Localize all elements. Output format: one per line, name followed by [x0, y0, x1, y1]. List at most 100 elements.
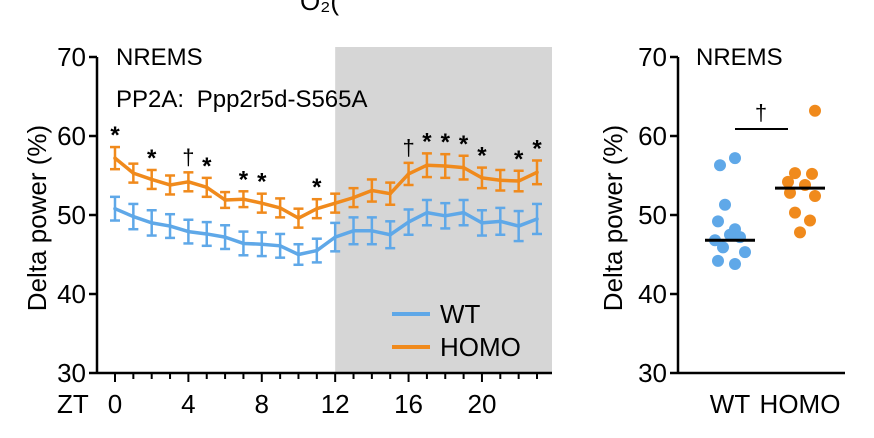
- error-bar-wt: [128, 202, 139, 231]
- data-point-homo: [315, 206, 319, 211]
- legend-label-homo: HOMO: [440, 332, 521, 362]
- error-bar-homo: [366, 178, 377, 203]
- error-bar-wt: [366, 216, 377, 246]
- data-point-homo: [131, 171, 136, 175]
- data-point-homo: [535, 170, 539, 175]
- data-point-wt: [241, 241, 246, 246]
- scatter-point-homo: [782, 175, 794, 188]
- x-tick-label: 12: [321, 389, 350, 419]
- significance-mark: *: [441, 129, 451, 156]
- scatter-point-wt: [729, 152, 741, 165]
- x-tick-label: 16: [394, 389, 423, 419]
- error-bar-wt: [165, 212, 176, 240]
- significance-mark: *: [422, 128, 432, 155]
- scatter-y-tick-label: 30: [638, 358, 667, 388]
- error-bar-wt: [201, 220, 212, 248]
- y-axis-title: Delta power (%): [22, 125, 52, 311]
- scatter-point-wt: [739, 246, 751, 259]
- significance-marks: * * † * * * * † * * * * * *: [110, 122, 542, 201]
- scatter-point-homo: [794, 226, 806, 239]
- error-bar-wt: [458, 198, 469, 227]
- data-point-homo: [498, 178, 503, 183]
- significance-mark: *: [257, 169, 267, 196]
- scatter-point-wt: [729, 257, 741, 270]
- significance-mark: *: [459, 131, 469, 158]
- line-chart-axes: 30 40 50 60 70 0 4 8 12 16 20: [57, 42, 552, 419]
- scatter-panel-title: NREMS: [696, 44, 783, 71]
- data-point-homo: [425, 163, 429, 168]
- data-point-wt: [131, 214, 136, 219]
- scatter-y-axis-title: Delta power (%): [598, 125, 628, 311]
- data-point-homo: [333, 201, 337, 205]
- error-bar-homo: [403, 161, 414, 187]
- error-bar-wt: [385, 220, 396, 250]
- data-point-wt: [480, 221, 484, 225]
- y-tick-label: 40: [57, 279, 86, 309]
- significance-mark: *: [312, 174, 322, 201]
- data-point-wt: [498, 219, 503, 224]
- data-point-wt: [333, 235, 337, 239]
- subtitle: PP2A: Ppp2r5d-S565A: [116, 86, 368, 113]
- data-point-homo: [149, 177, 154, 182]
- error-bar-wt: [440, 201, 451, 230]
- error-bar-homo: [293, 207, 304, 229]
- series-line-wt: [114, 207, 538, 257]
- error-bar-wt: [421, 198, 432, 227]
- scatter-point-homo: [806, 167, 818, 180]
- error-bar-homo: [458, 154, 469, 181]
- scatter-y-tick-label: 60: [638, 121, 667, 151]
- error-bar-homo: [348, 186, 359, 209]
- significance-mark: *: [110, 122, 120, 149]
- x-axis-title: ZT: [57, 389, 89, 419]
- error-bar-wt: [275, 232, 286, 259]
- error-bar-wt: [256, 231, 267, 258]
- x-tick-label: 4: [181, 389, 195, 419]
- error-bar-wt: [403, 208, 414, 236]
- error-bar-wt: [348, 216, 359, 246]
- data-point-wt: [406, 220, 411, 224]
- error-bar-homo: [311, 197, 322, 220]
- clipped-header-text: O₂(: [300, 0, 339, 16]
- data-point-wt: [168, 224, 172, 228]
- error-bar-homo: [476, 166, 487, 190]
- data-point-homo: [370, 188, 374, 193]
- error-bar-homo: [495, 168, 506, 192]
- data-point-wt: [516, 224, 521, 228]
- error-bar-wt: [293, 242, 304, 267]
- x-tick-label: 8: [255, 389, 269, 419]
- data-point-homo: [223, 198, 227, 202]
- scatter-point-homo: [789, 206, 801, 219]
- legend-label-wt: WT: [440, 299, 481, 329]
- data-point-homo: [296, 216, 301, 220]
- scatter-point-wt: [712, 254, 724, 267]
- y-tick-label: 60: [57, 121, 86, 151]
- error-bar-wt: [330, 221, 341, 253]
- error-bar-wt: [238, 230, 249, 257]
- error-bar-wt: [532, 202, 542, 236]
- error-bar-homo: [110, 145, 120, 171]
- data-point-homo: [351, 195, 356, 200]
- scatter-y-tick-label: 70: [638, 42, 667, 72]
- scatter-point-wt: [717, 241, 729, 254]
- data-point-homo: [278, 206, 282, 210]
- scatter-point-homo: [784, 186, 796, 199]
- data-point-homo: [259, 201, 264, 205]
- error-bar-wt: [146, 209, 157, 237]
- data-point-wt: [443, 213, 448, 218]
- data-point-homo: [113, 156, 117, 160]
- data-point-wt: [259, 242, 264, 247]
- data-point-homo: [406, 172, 411, 176]
- line-series-group: [110, 145, 542, 267]
- data-point-wt: [351, 229, 356, 233]
- scatter-point-homo: [789, 167, 801, 180]
- error-bar-homo: [256, 192, 267, 214]
- error-bar-homo: [220, 190, 231, 210]
- error-bar-homo: [440, 152, 451, 180]
- scatter-category-label: HOMO: [760, 389, 841, 419]
- scatter-point-wt: [719, 198, 731, 211]
- error-bar-wt: [311, 237, 322, 264]
- subtitle-prefix: PP2A:: [116, 86, 184, 113]
- line-chart-panel: 30 40 50 60 70 0 4 8 12 16 20 * * † * * * * † * * * * * * Delta…: [22, 42, 552, 419]
- significance-mark: *: [477, 143, 487, 170]
- series-line-homo: [113, 156, 538, 220]
